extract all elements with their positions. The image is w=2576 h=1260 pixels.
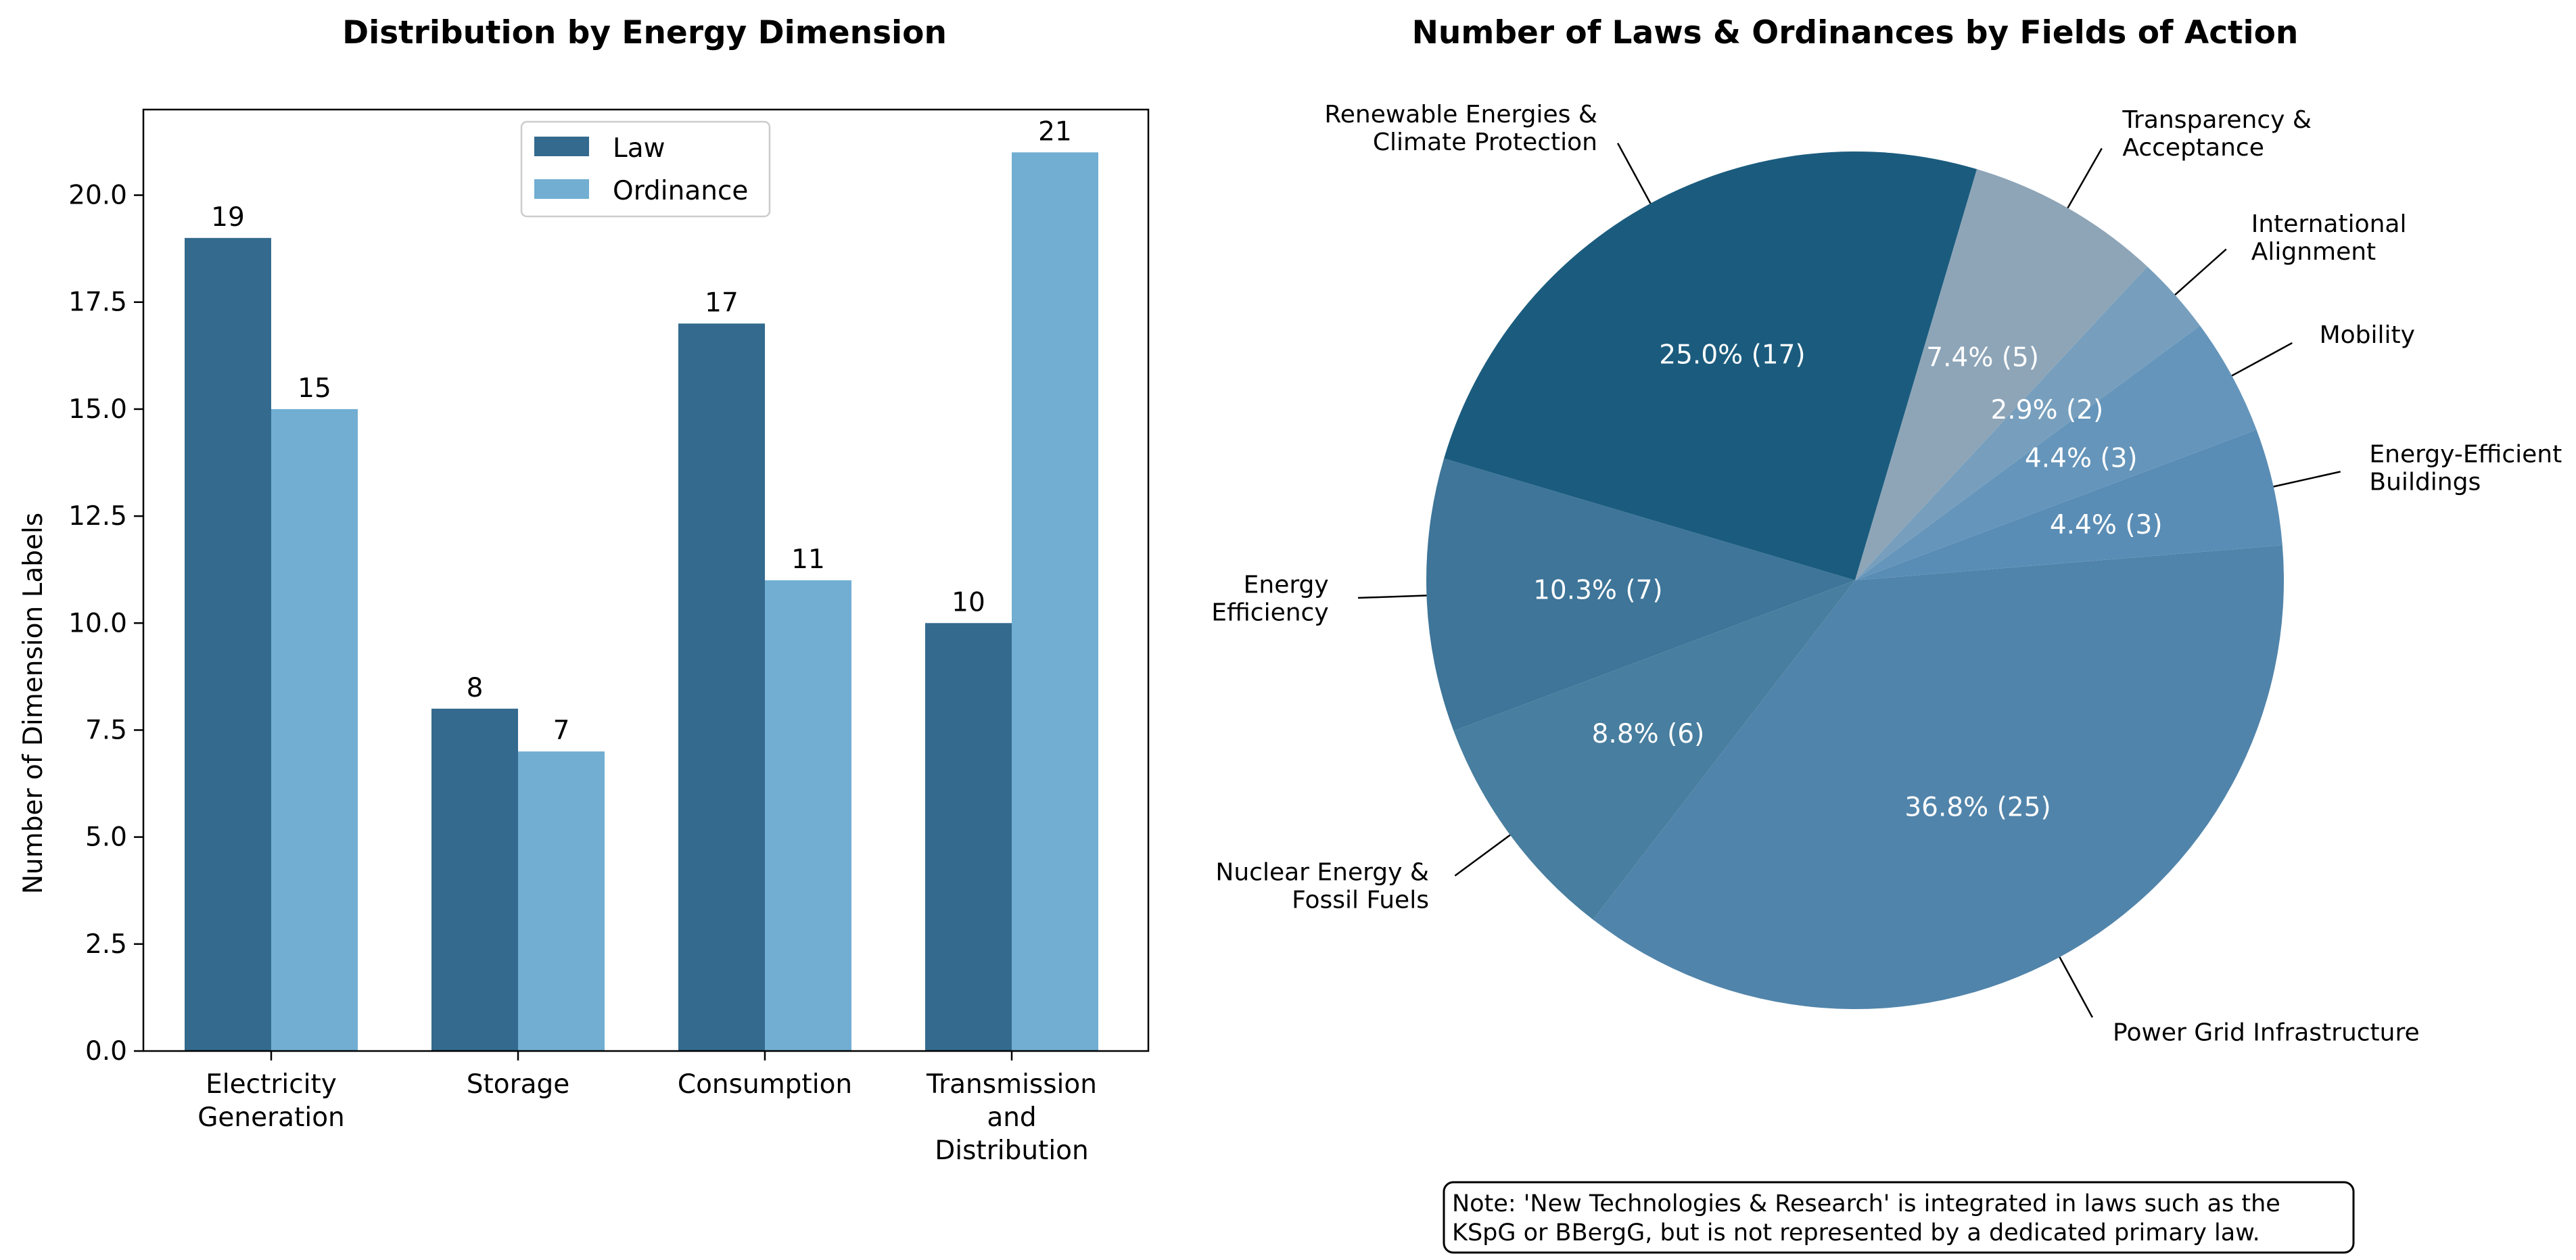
pie-slice-energy-efficient-buildings	[1855, 429, 2282, 580]
pie-category-label: Energy-Efficient	[2369, 440, 2562, 468]
pie-percent-label: 36.8% (25)	[1904, 792, 2051, 822]
y-tick-label: 5.0	[85, 822, 127, 853]
bar-ordinance-transmission-and-distribution	[1012, 152, 1098, 1052]
pie-percent-label: 4.4% (3)	[2025, 443, 2138, 473]
legend-label-ordinance: Ordinance	[613, 176, 748, 206]
x-tick-label: and	[987, 1102, 1036, 1133]
bar-value-label: 7	[553, 716, 570, 746]
x-tick-label: Transmission	[926, 1069, 1097, 1100]
note-frame	[1443, 1181, 2355, 1254]
pie-percent-labels: 25.0% (17) 10.3% (7) 8.8% (6) 36.8% (25) 4.4…	[1533, 340, 2163, 823]
pie-slice-mobility	[1855, 325, 2257, 580]
pie-leader-line	[2273, 471, 2341, 488]
pie-chart: Number of Laws & Ordinances by Fields of…	[1211, 14, 2562, 1254]
bar-y-ticks: 0.0 2.5 5.0 7.5 10.0 12.5 15.0 17.5 20.0	[68, 181, 143, 1067]
pie-category-label: Mobility	[2320, 321, 2415, 349]
pie-category-label: Buildings	[2369, 468, 2481, 496]
bar-ordinance-consumption	[765, 580, 851, 1051]
pie-leader-line	[1454, 834, 1511, 877]
pie-leader-line	[2231, 342, 2293, 377]
bar-y-axis-label: Number of Dimension Labels	[18, 513, 49, 894]
pie-percent-label: 7.4% (5)	[1926, 343, 2039, 373]
pie-category-label: Acceptance	[2122, 134, 2264, 162]
pie-leader-line	[2067, 147, 2103, 209]
note-line-1: Note: 'New Technologies & Research' is i…	[1452, 1190, 2280, 1217]
bar-value-label: 11	[791, 544, 825, 575]
pie-slices	[1426, 151, 2285, 1010]
bar-law-transmission-and-distribution	[925, 623, 1012, 1051]
pie-percent-label: 25.0% (17)	[1659, 340, 1805, 371]
pie-category-label: Renewable Energies &	[1324, 101, 1597, 129]
bar-value-label: 17	[705, 287, 739, 318]
pie-chart-title: Number of Laws & Ordinances by Fields of…	[1412, 14, 2299, 51]
bar-law-storage	[431, 708, 518, 1051]
y-tick-label: 12.5	[68, 501, 127, 532]
y-tick-label: 20.0	[68, 181, 127, 211]
pie-category-label: Fossil Fuels	[1292, 886, 1429, 914]
x-tick-label: Distribution	[935, 1136, 1089, 1166]
x-tick-label: Consumption	[678, 1069, 852, 1100]
bar-value-label: 19	[211, 202, 245, 233]
y-tick-label: 7.5	[85, 715, 127, 745]
pie-leader-line	[2059, 956, 2094, 1018]
pie-slice-energy-efficiency	[1426, 458, 1855, 731]
bar-law-consumption	[678, 323, 765, 1051]
pie-slice-nuclear-energy-fossil-fuels	[1453, 580, 1855, 920]
bar-value-label: 21	[1038, 116, 1072, 147]
pie-category-label: Climate Protection	[1373, 129, 1597, 156]
legend-label-law: Law	[613, 133, 665, 164]
bar-chart: Distribution by Energy Dimension 0.0 2.5 5…	[18, 14, 1150, 1166]
note-box: Note: 'New Technologies & Research' is i…	[1443, 1181, 2355, 1254]
y-tick-label: 17.5	[68, 287, 127, 318]
y-tick-label: 15.0	[68, 394, 127, 425]
bar-ordinance-storage	[518, 751, 605, 1051]
pie-percent-label: 4.4% (3)	[2050, 510, 2163, 540]
pie-slice-renewable-energies-climate-protection	[1444, 151, 1977, 581]
legend-swatch-law	[534, 137, 589, 156]
pie-category-label: Alignment	[2251, 238, 2376, 266]
x-tick-label: Storage	[467, 1069, 570, 1100]
pie-leader-line	[2174, 248, 2227, 296]
x-tick-label: Generation	[197, 1102, 345, 1133]
bar-value-label: 10	[952, 587, 985, 617]
note-line-2: KSpG or BBergG, but is not represented b…	[1452, 1219, 2260, 1246]
bar-chart-title: Distribution by Energy Dimension	[342, 14, 947, 51]
bar-legend: Law Ordinance	[520, 120, 771, 218]
pie-slice-international-alignment	[1855, 266, 2200, 580]
legend-swatch-ordinance	[534, 179, 589, 199]
pie-category-label: Power Grid Infrastructure	[2113, 1019, 2420, 1047]
pie-slice-transparency-acceptance	[1855, 169, 2148, 581]
pie-leader-line	[1357, 594, 1427, 599]
pie-category-label: Energy	[1244, 571, 1329, 599]
bar-plot-frame	[142, 108, 1150, 1052]
y-tick-label: 10.0	[68, 608, 127, 638]
bar-value-label: 15	[298, 373, 331, 404]
pie-category-label: Transparency &	[2122, 106, 2312, 134]
x-tick-label: Electricity	[206, 1069, 337, 1100]
pie-category-label: Nuclear Energy &	[1215, 858, 1429, 886]
bar-law-electricity-generation	[185, 237, 271, 1052]
pie-leader-line	[1616, 143, 1652, 204]
bar-ordinance-electricity-generation	[271, 409, 358, 1051]
pie-category-label: Efficiency	[1211, 599, 1328, 626]
y-tick-label: 0.0	[85, 1036, 127, 1067]
pie-slice-power-grid-infrastructure	[1593, 545, 2285, 1010]
pie-percent-label: 8.8% (6)	[1592, 719, 1705, 749]
pie-percent-label: 10.3% (7)	[1533, 575, 1663, 605]
pie-category-label: International	[2251, 210, 2407, 238]
bar-value-label: 8	[467, 673, 484, 703]
y-tick-label: 2.5	[85, 929, 127, 960]
pie-percent-label: 2.9% (2)	[1990, 395, 2103, 425]
bar-marks: 19 8 17 10 15 7 11 21	[185, 116, 1098, 1052]
pie-category-labels: Renewable Energies &Climate Protection En…	[1211, 101, 2562, 1047]
